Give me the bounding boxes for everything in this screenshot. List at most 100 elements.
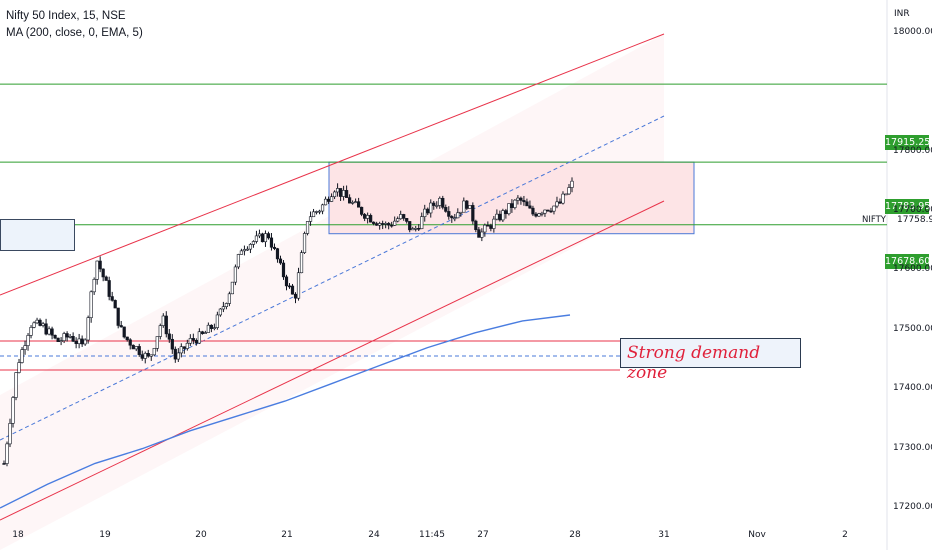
candle-body — [561, 193, 565, 204]
y-tick-label: 17300.00 — [893, 442, 932, 453]
candle-body — [492, 218, 496, 229]
candle-body — [38, 319, 42, 326]
candle-body — [119, 325, 123, 328]
candle-body — [432, 202, 436, 206]
candle-body — [402, 214, 406, 219]
candle-body — [317, 210, 322, 213]
candle-body — [185, 342, 189, 349]
candle-body — [564, 193, 568, 196]
y-tick-label: 17400.00 — [893, 383, 932, 394]
price-tag-middle[interactable]: 17783.95 — [885, 199, 931, 214]
candle-body — [110, 296, 114, 301]
candle-body — [441, 197, 445, 208]
x-tick-label: 27 — [477, 530, 489, 540]
left-annotation-box[interactable] — [0, 219, 75, 251]
legend-title: Nifty 50 Index, 15, NSE — [6, 10, 126, 22]
candle-body — [486, 224, 490, 227]
candle-body — [435, 205, 439, 207]
demand-zone-label: Strong demand zone — [627, 343, 761, 383]
x-tick-label: 20 — [195, 530, 207, 540]
candle-body — [354, 201, 358, 203]
candle-body — [417, 228, 421, 230]
candle-body — [83, 339, 87, 345]
candle-body — [260, 233, 265, 243]
candle-body — [537, 213, 541, 217]
candle-body — [8, 423, 12, 445]
candle-body — [366, 215, 370, 219]
x-tick-label: 24 — [368, 530, 380, 540]
consolidation-range-box[interactable] — [328, 161, 695, 235]
candle-body — [423, 208, 427, 217]
candle-body — [236, 254, 241, 268]
candle-body — [504, 210, 508, 215]
candle-body — [23, 345, 27, 350]
candle-body — [531, 207, 535, 215]
candle-body — [266, 233, 271, 239]
candle-body — [414, 228, 418, 230]
candle-body — [345, 190, 349, 198]
demand-zone-callout[interactable]: Strong demand zone — [620, 338, 801, 383]
candle-body — [477, 229, 481, 238]
candle-body — [516, 197, 520, 201]
candle-body — [498, 213, 502, 221]
price-tag-upper[interactable]: 17915.25 — [885, 135, 931, 150]
candle-body — [17, 362, 21, 373]
candle-body — [188, 338, 192, 344]
candle-body — [390, 224, 394, 227]
candle-body — [164, 315, 168, 335]
x-tick-label: Nov — [748, 530, 766, 540]
candle-body — [35, 319, 39, 324]
candle-body — [182, 346, 186, 349]
candle-body — [218, 308, 222, 316]
candle-body — [26, 335, 30, 346]
candle-body — [567, 187, 571, 195]
candle-body — [320, 204, 325, 212]
candle-body — [332, 191, 337, 198]
candle-body — [348, 197, 352, 204]
price-channel[interactable] — [0, 33, 665, 521]
candle-body — [65, 333, 69, 338]
candle-body — [104, 276, 108, 281]
candle-body — [489, 225, 493, 229]
candle-body — [378, 223, 382, 226]
candle-body — [125, 336, 129, 341]
y-tick-label: 17700.00 — [893, 205, 932, 215]
candle-body — [206, 324, 210, 333]
candles — [2, 177, 574, 467]
candle-body — [86, 317, 90, 341]
candle-body — [396, 218, 400, 222]
candle-body — [89, 291, 93, 318]
x-tick-label: 2 — [842, 530, 848, 540]
candle-body — [384, 223, 388, 225]
candle-body — [528, 205, 532, 209]
candle-body — [314, 211, 319, 213]
x-tick-label: 11:45 — [419, 530, 445, 540]
candle-body — [152, 348, 156, 356]
candle-body — [92, 279, 96, 293]
candle-body — [360, 206, 364, 215]
candle-body — [444, 207, 448, 212]
candle-body — [50, 328, 54, 336]
candle-body — [281, 262, 286, 278]
candle-body — [224, 303, 228, 307]
demand-zone-lines[interactable] — [0, 340, 780, 371]
candle-body — [387, 223, 391, 226]
candle-body — [131, 344, 135, 350]
horizontal-levels[interactable] — [0, 83, 887, 226]
y-tick-label: 18000.00 — [893, 26, 932, 37]
candle-body — [372, 221, 376, 224]
candle-body — [56, 337, 60, 342]
candle-body — [555, 201, 559, 207]
candle-body — [375, 223, 379, 226]
candle-body — [41, 323, 45, 326]
price-tag-lower[interactable]: 17678.60 — [885, 254, 931, 269]
candle-body — [140, 354, 144, 359]
candle-body — [71, 336, 75, 342]
candle-body — [296, 272, 301, 299]
candle-body — [546, 209, 550, 212]
candle-body — [468, 205, 472, 209]
candle-body — [200, 331, 204, 334]
candle-body — [5, 443, 9, 464]
candle-body — [341, 190, 346, 197]
